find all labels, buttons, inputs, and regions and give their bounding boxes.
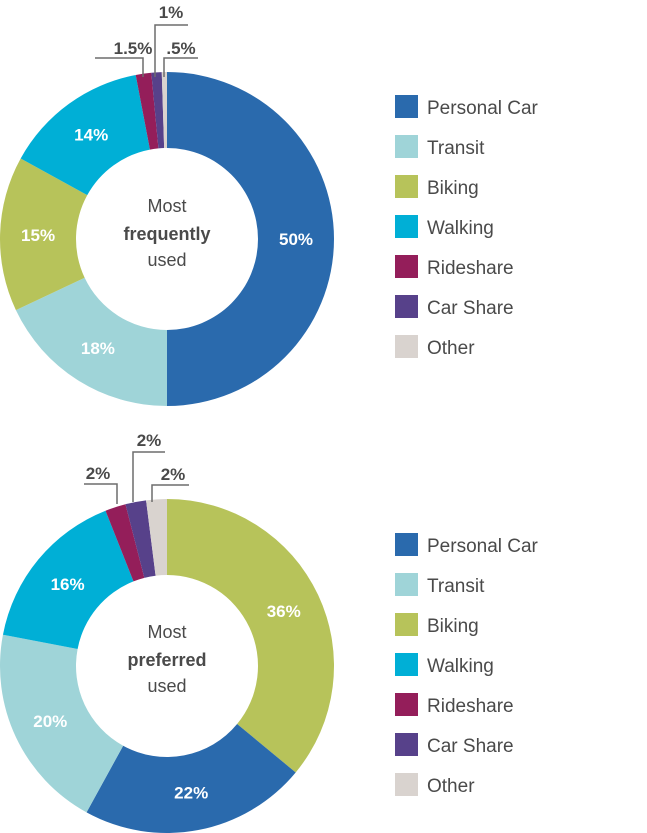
legend-label: Walking — [427, 656, 494, 677]
donut-chart-2: 36% 22% 20% 16% 2% 2% 2% Most preferred used — [0, 431, 335, 833]
slice-walking — [20, 74, 150, 196]
legend-2: Personal Car Transit Biking Walking Rideshar… — [395, 533, 539, 797]
slice-biking — [0, 158, 88, 311]
callout-line — [163, 57, 198, 77]
slice-data-label: 1% — [159, 3, 184, 22]
slice-other — [161, 72, 167, 149]
slice-car-share — [151, 72, 165, 149]
callout-line — [84, 483, 118, 504]
slice-data-label: 2% — [86, 464, 111, 483]
legend-label: Rideshare — [427, 258, 514, 279]
legend-label: Walking — [427, 218, 494, 239]
callout-line — [151, 484, 189, 502]
center-label-line: Most — [147, 196, 186, 216]
legend-label: Other — [427, 338, 475, 359]
legend-swatch — [395, 533, 418, 556]
slice-biking — [167, 499, 335, 773]
legend-label: Car Share — [427, 736, 514, 757]
legend-swatch — [395, 573, 418, 596]
legend-swatch — [395, 653, 418, 676]
legend-swatch — [395, 335, 418, 358]
legend-label: Transit — [427, 138, 485, 159]
slice-data-label: 16% — [51, 575, 85, 594]
slice-data-label: 22% — [174, 784, 208, 803]
legend-swatch — [395, 255, 418, 278]
slice-rideshare — [105, 504, 145, 582]
slice-data-label: 36% — [267, 602, 301, 621]
slice-data-label: 2% — [161, 465, 186, 484]
legend-swatch — [395, 135, 418, 158]
legend-label: Car Share — [427, 298, 514, 319]
legend-label: Transit — [427, 576, 485, 597]
slice-data-label: 1.5% — [114, 39, 153, 58]
callout-line — [154, 24, 188, 77]
slice-data-label: 14% — [74, 126, 108, 145]
legend-1: Personal Car Transit Biking Walking Rideshar… — [395, 95, 539, 359]
slice-data-label: .5% — [166, 39, 195, 58]
legend-label: Rideshare — [427, 696, 514, 717]
slice-data-label: 2% — [137, 431, 162, 450]
slice-data-label: 18% — [81, 339, 115, 358]
legend-swatch — [395, 613, 418, 636]
center-label-line: used — [147, 250, 186, 270]
donut-chart-1: 50% 18% 15% 14% 1.5% 1% .5% Most frequently used — [0, 3, 334, 406]
legend-label: Biking — [427, 616, 479, 637]
slice-data-label: 50% — [279, 230, 313, 249]
legend-swatch — [395, 215, 418, 238]
slice-transit — [15, 277, 167, 406]
slice-personal-car — [86, 724, 296, 833]
legend-label: Personal Car — [427, 98, 539, 119]
center-label-line: preferred — [127, 650, 206, 670]
legend-label: Personal Car — [427, 536, 539, 557]
legend-label: Biking — [427, 178, 479, 199]
slice-walking — [2, 510, 134, 649]
slice-car-share — [125, 500, 156, 578]
legend-swatch — [395, 175, 418, 198]
center-label-line: frequently — [123, 224, 210, 244]
slice-rideshare — [135, 72, 159, 150]
legend-swatch — [395, 733, 418, 756]
callout-line — [132, 451, 165, 502]
slice-data-label: 20% — [33, 712, 67, 731]
slice-other — [146, 499, 167, 576]
center-label-line: used — [147, 676, 186, 696]
legend-swatch — [395, 773, 418, 796]
slice-data-label: 15% — [21, 226, 55, 245]
slice-personal-car — [167, 72, 334, 406]
legend-label: Other — [427, 776, 475, 797]
slice-transit — [0, 634, 124, 813]
legend-swatch — [395, 95, 418, 118]
callout-line — [95, 57, 144, 77]
legend-swatch — [395, 693, 418, 716]
center-label-line: Most — [147, 622, 186, 642]
legend-swatch — [395, 295, 418, 318]
